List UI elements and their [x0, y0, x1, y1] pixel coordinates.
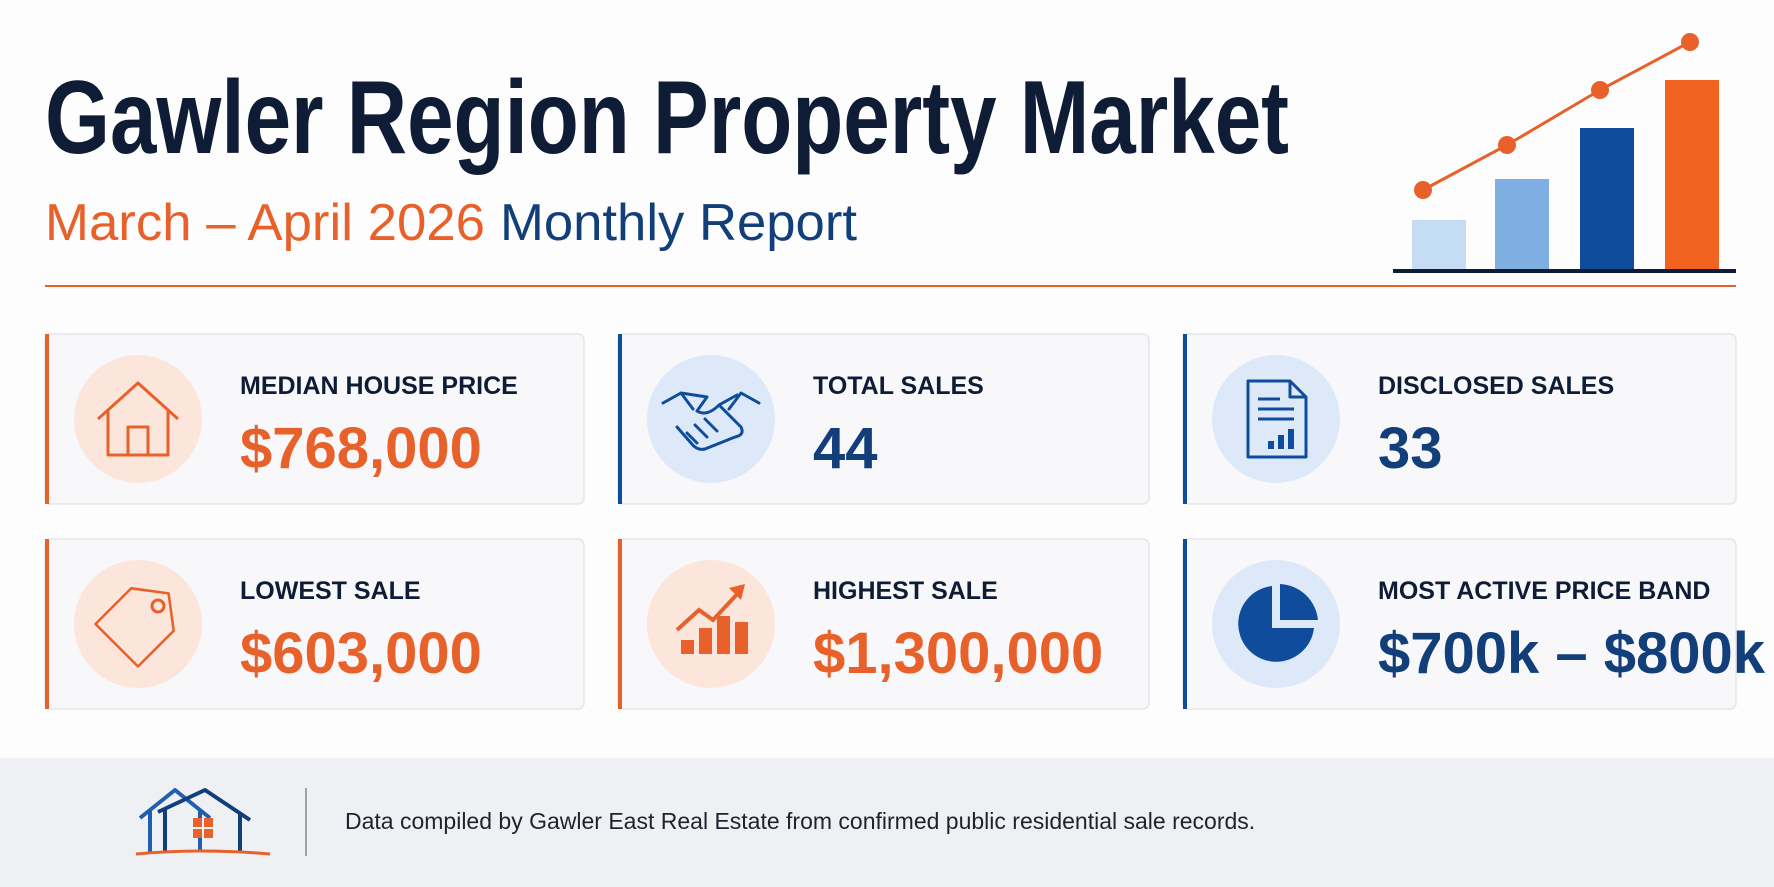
card-value: 33 [1378, 416, 1443, 481]
icon-hole [150, 598, 166, 614]
decor-bar [1580, 128, 1634, 270]
subtitle-rest: Monthly Report [500, 194, 858, 252]
cards: MEDIAN HOUSE PRICE $768,000 TOTAL SALES 44 D… [44, 333, 1766, 710]
card-accent [1183, 539, 1187, 709]
card-accent [1183, 334, 1187, 504]
icon [94, 587, 175, 668]
decor-dot [1498, 136, 1516, 154]
card-value: $700k – $800k [1378, 621, 1766, 686]
stat-card: DISCLOSED SALES 33 [1182, 333, 1737, 505]
card-label: LOWEST SALE [240, 577, 421, 605]
icon-circle [647, 560, 775, 688]
card-value: $768,000 [240, 416, 482, 481]
stat-card: HIGHEST SALE $1,300,000 [617, 538, 1150, 710]
stat-card: MOST ACTIVE PRICE BAND $700k – $800k [1182, 538, 1766, 710]
footer-text: Data compiled by Gawler East Real Estate… [345, 808, 1255, 834]
card-icon [96, 381, 180, 457]
decor-dot [1681, 33, 1699, 51]
icon [1246, 379, 1308, 459]
decor-bar [1412, 220, 1466, 270]
card-icon [675, 584, 748, 654]
icon [1280, 584, 1318, 620]
decor-bar [1665, 80, 1719, 270]
icon-bar [1288, 429, 1294, 449]
icon-circle [74, 355, 202, 483]
card-accent [618, 334, 622, 504]
icon-bar [681, 640, 694, 654]
footer-band [0, 758, 1774, 887]
card-value: $1,300,000 [813, 621, 1103, 686]
footer-logo [135, 788, 271, 856]
title: Gawler Region Property Market [45, 60, 1289, 176]
card-icon [1246, 379, 1308, 459]
card-label: DISCLOSED SALES [1378, 372, 1614, 400]
decor-line [1422, 40, 1691, 192]
card-label: MEDIAN HOUSE PRICE [240, 372, 518, 400]
icon-bar [699, 628, 712, 654]
icon-circle [74, 560, 202, 688]
decor-dot [1414, 181, 1432, 199]
card-icon [661, 391, 761, 451]
icon [661, 391, 761, 451]
decor-bar [1495, 179, 1549, 270]
icon-bar [1278, 435, 1284, 449]
card-label: HIGHEST SALE [813, 577, 998, 605]
card-value: 44 [813, 416, 878, 481]
stat-card: MEDIAN HOUSE PRICE $768,000 [44, 333, 585, 505]
stat-card: TOTAL SALES 44 [617, 333, 1150, 505]
card-label: TOTAL SALES [813, 372, 984, 400]
icon-bar [735, 622, 748, 654]
icon-circle [647, 355, 775, 483]
card-label: MOST ACTIVE PRICE BAND [1378, 577, 1710, 605]
icon [1238, 586, 1314, 662]
icon-circle [1212, 560, 1340, 688]
icon [96, 381, 180, 457]
stat-card: LOWEST SALE $603,000 [44, 538, 585, 710]
card-accent [45, 539, 49, 709]
card-accent [618, 539, 622, 709]
icon-bar [717, 616, 730, 654]
card-icon [1238, 584, 1318, 662]
subtitle-period: March – April 2026 [45, 194, 485, 252]
card-accent [45, 334, 49, 504]
decor-dot [1591, 81, 1609, 99]
card-value: $603,000 [240, 621, 482, 686]
icon-arrowhead [729, 584, 745, 600]
decor-chart [1393, 33, 1736, 273]
card-icon [94, 587, 175, 668]
icon-bar [1268, 441, 1274, 449]
icon-arrow [675, 588, 743, 632]
